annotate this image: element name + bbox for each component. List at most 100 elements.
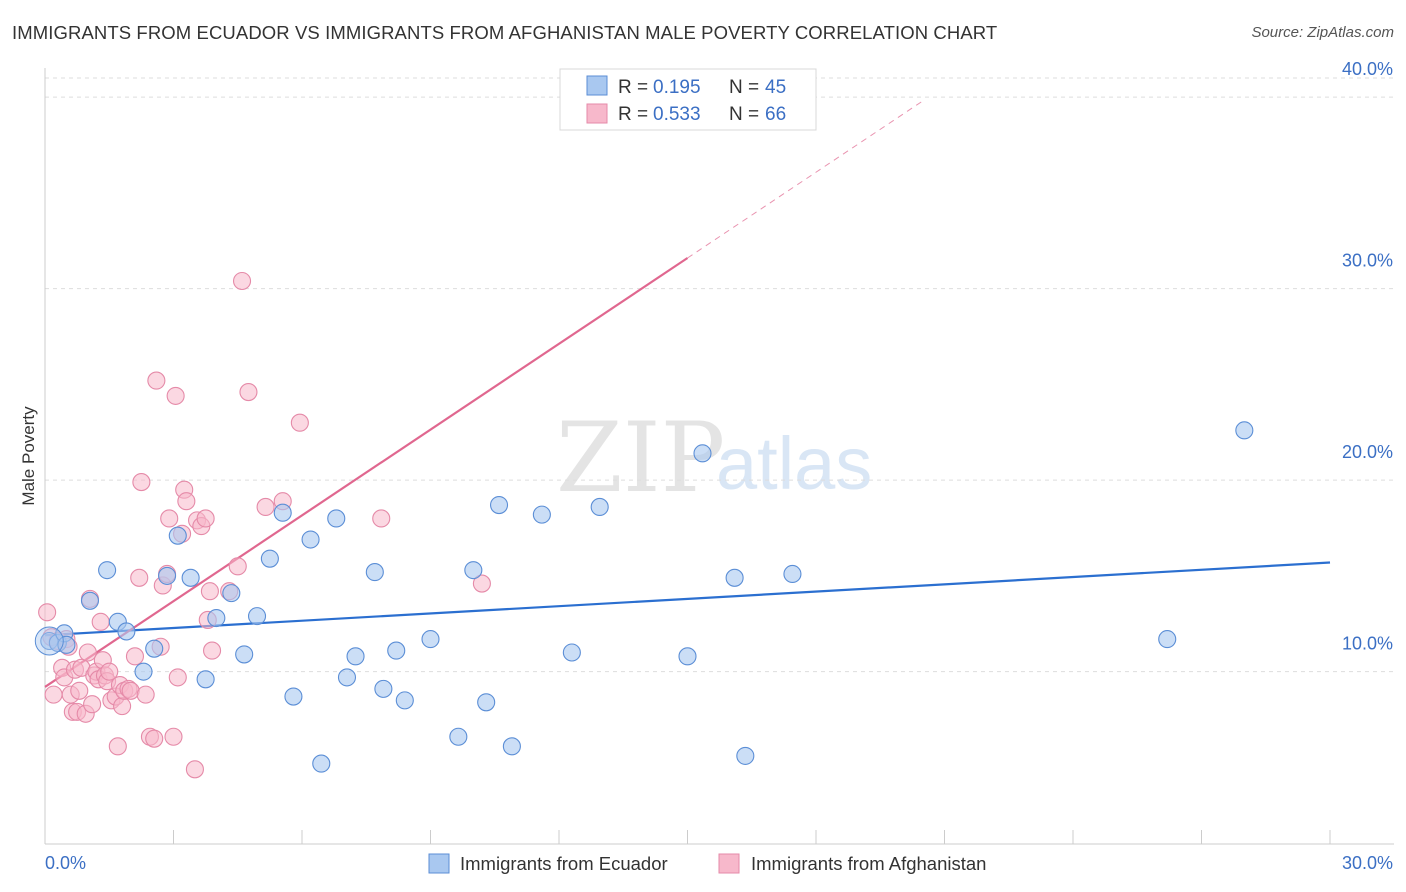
- legend-swatch-ecuador: [586, 75, 608, 96]
- legend-n-value-ecuador: 45: [765, 77, 786, 98]
- point-ecuador: [736, 746, 755, 765]
- point-afghanistan: [177, 492, 196, 511]
- point-ecuador: [590, 497, 609, 517]
- chart-title: IMMIGRANTS FROM ECUADOR VS IMMIGRANTS FR…: [12, 22, 998, 43]
- point-afghanistan: [166, 386, 185, 405]
- point-ecuador: [134, 662, 153, 681]
- point-ecuador: [678, 647, 697, 666]
- bottom-legend-label-afghanistan: Immigrants from Afghanistan: [751, 853, 986, 874]
- point-afghanistan: [145, 729, 164, 748]
- y-tick-label: 20.0%: [1342, 442, 1393, 462]
- point-afghanistan: [196, 509, 215, 528]
- point-ecuador: [327, 509, 346, 528]
- point-afghanistan: [168, 668, 187, 687]
- point-ecuador-cluster: [34, 626, 64, 656]
- point-afghanistan: [100, 662, 119, 681]
- legend-n-label-afghanistan: N =: [729, 104, 759, 125]
- point-ecuador: [260, 549, 279, 568]
- point-afghanistan: [228, 557, 247, 576]
- point-ecuador: [387, 641, 406, 660]
- point-ecuador: [449, 727, 468, 746]
- point-ecuador: [312, 754, 331, 773]
- point-afghanistan: [239, 383, 258, 402]
- point-afghanistan: [121, 681, 140, 700]
- watermark-atlas: atlas: [716, 422, 872, 505]
- point-ecuador: [1235, 421, 1254, 440]
- point-ecuador: [374, 679, 393, 698]
- point-afghanistan: [70, 681, 89, 700]
- legend-n-value-afghanistan: 66: [765, 104, 786, 125]
- point-afghanistan: [38, 603, 57, 622]
- point-afghanistan: [130, 568, 149, 587]
- point-ecuador: [145, 639, 164, 658]
- point-afghanistan: [290, 413, 309, 432]
- point-ecuador: [222, 584, 241, 603]
- legend-r-label-afghanistan: R =: [618, 104, 648, 125]
- point-ecuador: [273, 503, 292, 522]
- point-ecuador: [80, 591, 100, 610]
- point-ecuador: [117, 622, 136, 641]
- bottom-legend-swatch-ecuador: [428, 853, 450, 874]
- bottom-legend-swatch-afghanistan: [718, 853, 740, 874]
- point-ecuador: [196, 670, 215, 689]
- point-afghanistan: [232, 271, 252, 291]
- point-afghanistan: [200, 582, 219, 601]
- point-ecuador: [477, 693, 496, 712]
- trend-line-afghanistan: [44, 257, 689, 688]
- y-tick-label: 10.0%: [1342, 634, 1393, 654]
- legend-n-label-ecuador: N =: [729, 77, 759, 98]
- x-tick-label: 30.0%: [1342, 853, 1393, 873]
- legend-r-value-ecuador: 0.195: [653, 77, 701, 98]
- point-afghanistan: [113, 697, 132, 716]
- point-ecuador: [464, 561, 483, 580]
- point-ecuador: [395, 691, 414, 710]
- point-afghanistan: [160, 509, 179, 528]
- point-afghanistan: [83, 695, 102, 714]
- point-afghanistan: [472, 574, 491, 593]
- point-ecuador: [1158, 630, 1177, 649]
- point-ecuador: [783, 564, 802, 584]
- point-ecuador: [98, 561, 117, 580]
- point-afghanistan: [147, 371, 166, 390]
- point-ecuador: [346, 647, 365, 666]
- gridlines: [45, 77, 1394, 673]
- y-tick-label: 40.0%: [1342, 59, 1393, 79]
- point-afghanistan: [132, 473, 151, 492]
- point-ecuador: [235, 645, 254, 664]
- legend-swatch-afghanistan: [586, 103, 608, 124]
- point-ecuador: [284, 687, 303, 706]
- point-ecuador: [181, 568, 200, 587]
- legend-r-value-afghanistan: 0.533: [653, 104, 701, 125]
- data-points: [34, 271, 1254, 779]
- point-afghanistan: [91, 612, 110, 631]
- point-ecuador: [337, 668, 357, 687]
- point-afghanistan: [256, 497, 275, 517]
- trend-line-afghanistan-extension: [687, 100, 924, 259]
- point-ecuador: [693, 444, 712, 463]
- point-ecuador: [489, 495, 509, 515]
- series-legend: Immigrants from Ecuador Immigrants from …: [428, 853, 986, 874]
- legend-r-label-ecuador: R =: [618, 77, 648, 98]
- y-axis-title: Male Poverty: [19, 406, 38, 506]
- point-afghanistan: [44, 685, 63, 704]
- point-ecuador: [57, 635, 76, 654]
- stats-legend: R = 0.195 N = 45 R = 0.533 N = 66: [559, 68, 817, 131]
- point-ecuador: [301, 530, 320, 549]
- point-ecuador: [158, 566, 177, 585]
- point-ecuador: [207, 608, 226, 628]
- point-ecuador: [532, 505, 551, 524]
- point-ecuador: [725, 568, 744, 587]
- point-afghanistan: [125, 647, 144, 666]
- point-afghanistan: [185, 760, 204, 779]
- source-label: Source: ZipAtlas.com: [1251, 24, 1394, 41]
- point-afghanistan: [78, 643, 97, 662]
- point-ecuador: [168, 526, 187, 545]
- point-ecuador: [421, 630, 440, 649]
- point-ecuador: [365, 563, 384, 582]
- bottom-legend-label-ecuador: Immigrants from Ecuador: [460, 853, 668, 874]
- y-tick-label: 30.0%: [1342, 251, 1393, 271]
- point-afghanistan: [136, 685, 155, 704]
- point-ecuador: [247, 607, 267, 626]
- point-afghanistan: [108, 737, 127, 756]
